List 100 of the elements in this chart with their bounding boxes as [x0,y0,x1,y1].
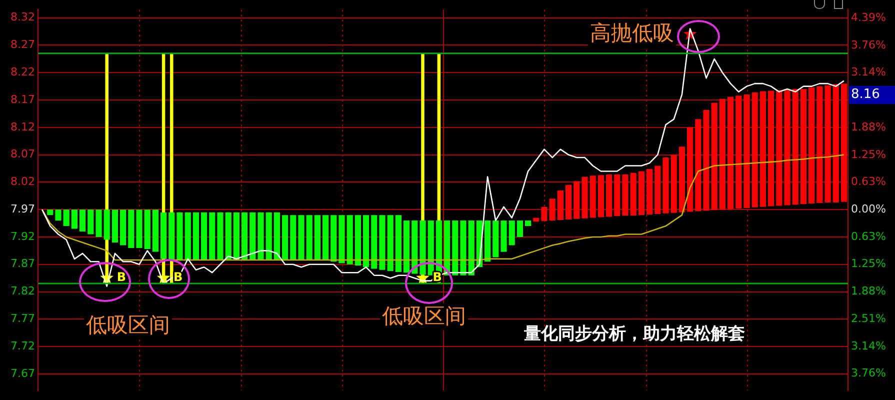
bar [242,212,248,260]
annotation: 低吸区间 [84,312,172,340]
y-tick-label: 7.77 [10,312,35,326]
bar [533,218,540,222]
bar [776,90,782,206]
bar [88,210,94,234]
bar [832,84,839,202]
bar [484,220,491,262]
y-tick-label: 8.32 [10,10,35,24]
bar [840,84,847,202]
bar [630,172,636,216]
bar [104,210,110,240]
bar [492,220,499,258]
bar [168,212,175,260]
bar [566,184,572,220]
bar [80,210,86,232]
bar [736,96,742,208]
bar [662,158,669,214]
y2-tick-label: 1.25% [851,148,886,161]
y2-tick-label: 3.14% [851,65,886,78]
annotation: 高抛低吸 [588,20,676,48]
bar [695,119,702,212]
y-tick-label: 8.12 [10,120,35,134]
bar [363,215,370,268]
y-tick-label: 8.27 [10,38,35,52]
bar [176,212,183,260]
bar [184,212,191,260]
bar [387,215,394,271]
bar [728,96,734,210]
bar [225,212,232,260]
bar [63,210,70,226]
bar [622,174,628,216]
bar [549,198,556,221]
bar [468,220,474,276]
bar [379,215,386,270]
bar [412,220,418,274]
bar [322,215,329,260]
y2-tick-label: 1.88% [851,284,886,298]
bar [120,210,126,246]
bar [282,215,288,260]
bar [71,210,78,229]
y2-tick-label: 3.14% [851,340,886,353]
annotation: 量化同步分析，助力轻松解套 [524,324,745,344]
bar [47,210,54,216]
bar [346,215,353,264]
bar [144,210,150,250]
bar [646,169,653,215]
bar [306,215,312,260]
bar [606,174,612,217]
bar [420,220,426,275]
y-tick-label: 8.22 [10,65,35,78]
bar [500,220,507,252]
bar [112,210,118,242]
bar [250,212,256,260]
y2-tick-label: 1.88% [851,120,886,134]
bar [354,215,361,266]
y-tick-label: 7.72 [10,339,35,352]
bar [428,220,434,276]
y-tick-label: 8.07 [10,148,35,161]
y-tick-label: 7.97 [10,202,35,216]
bar [638,171,644,216]
y2-tick-label: 3.76% [851,38,886,52]
bar [598,175,604,218]
y2-tick-label: 0.63% [851,174,886,188]
bar [719,98,726,210]
y2-tick-label: 4.39% [851,10,886,24]
bar [274,212,280,260]
bar [525,220,532,226]
bar [192,212,199,260]
bar [266,212,272,260]
bar [209,212,216,260]
bar [744,94,750,208]
bar [201,212,208,260]
bar [711,102,718,210]
bar [541,206,548,222]
bar [516,220,523,237]
bar [557,190,564,220]
bar [330,215,337,262]
y2-tick-label: 0.00% [851,202,886,216]
bar [460,220,466,276]
bar [160,212,167,259]
bar [136,210,142,248]
y-tick-label: 8.02 [10,175,35,188]
bar [233,212,240,260]
bar [574,181,580,219]
bar [752,92,758,208]
bar [678,146,685,212]
bar [800,89,806,204]
y-tick-label: 7.82 [10,284,35,298]
text: 8.16 [849,86,895,104]
bar [217,212,224,260]
bar [371,215,378,269]
bar [760,91,766,207]
bar [614,174,620,216]
y2-tick-label: 1.25% [851,257,886,270]
bar [687,127,694,212]
bar [808,87,815,204]
bar [670,154,677,213]
bar [824,85,831,202]
bar [816,86,823,204]
